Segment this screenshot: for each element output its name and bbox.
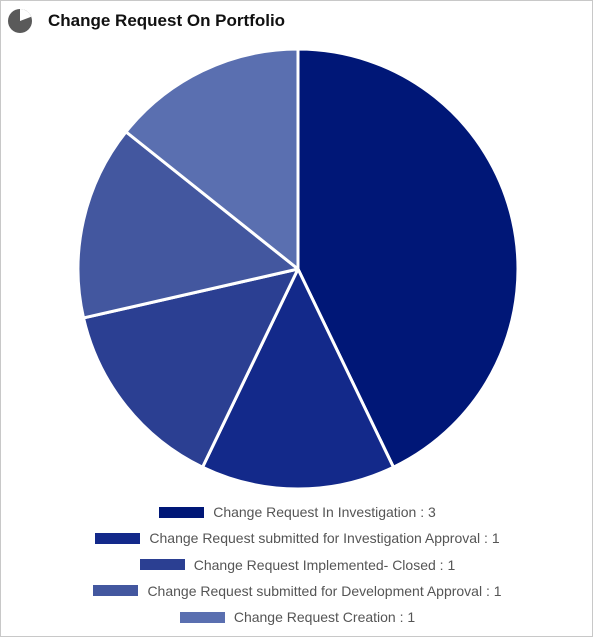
legend-label: Change Request submitted for Development… <box>147 582 502 599</box>
legend-item-4[interactable]: Change Request submitted for Development… <box>1 578 593 604</box>
legend-item-1[interactable]: Change Request In Investigation : 3 <box>1 499 593 525</box>
legend-item-2[interactable]: Change Request submitted for Investigati… <box>1 525 593 551</box>
chart-title: Change Request On Portfolio <box>48 11 286 30</box>
legend-item-5[interactable]: Change Request Creation : 1 <box>1 604 593 630</box>
pie-chart <box>76 47 520 491</box>
legend-label: Change Request In Investigation : 3 <box>213 504 436 521</box>
pie-slice-1[interactable] <box>296 47 520 469</box>
legend-item-3[interactable]: Change Request Implemented- Closed : 1 <box>1 552 593 578</box>
legend-swatch <box>95 532 141 544</box>
panel-header: Change Request On Portfolio <box>7 8 285 34</box>
pie-slice-3[interactable] <box>82 267 300 469</box>
legend-swatch <box>159 506 205 518</box>
legend-label: Change Request Creation : 1 <box>233 609 416 626</box>
chart-legend: Change Request In Investigation : 3 Chang… <box>1 499 593 630</box>
pie-chart-icon <box>8 9 32 33</box>
legend-label: Change Request Implemented- Closed : 1 <box>193 556 456 573</box>
legend-swatch <box>139 559 185 571</box>
legend-swatch <box>93 585 139 597</box>
pie-slice-4[interactable] <box>76 130 300 320</box>
pie-slice-2[interactable] <box>201 267 395 491</box>
legend-label: Change Request submitted for Investigati… <box>149 530 500 547</box>
pie-slice-5[interactable] <box>124 47 300 271</box>
legend-swatch <box>179 611 225 623</box>
